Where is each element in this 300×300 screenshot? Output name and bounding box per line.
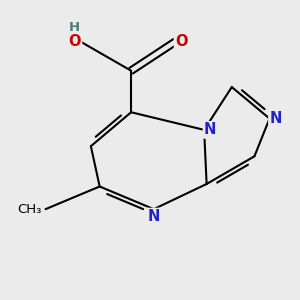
Text: N: N [269,111,282,126]
Text: CH₃: CH₃ [17,202,41,216]
Text: N: N [204,122,217,137]
Text: O: O [68,34,81,49]
Text: N: N [148,209,160,224]
Text: O: O [175,34,188,49]
Text: H: H [69,21,80,34]
